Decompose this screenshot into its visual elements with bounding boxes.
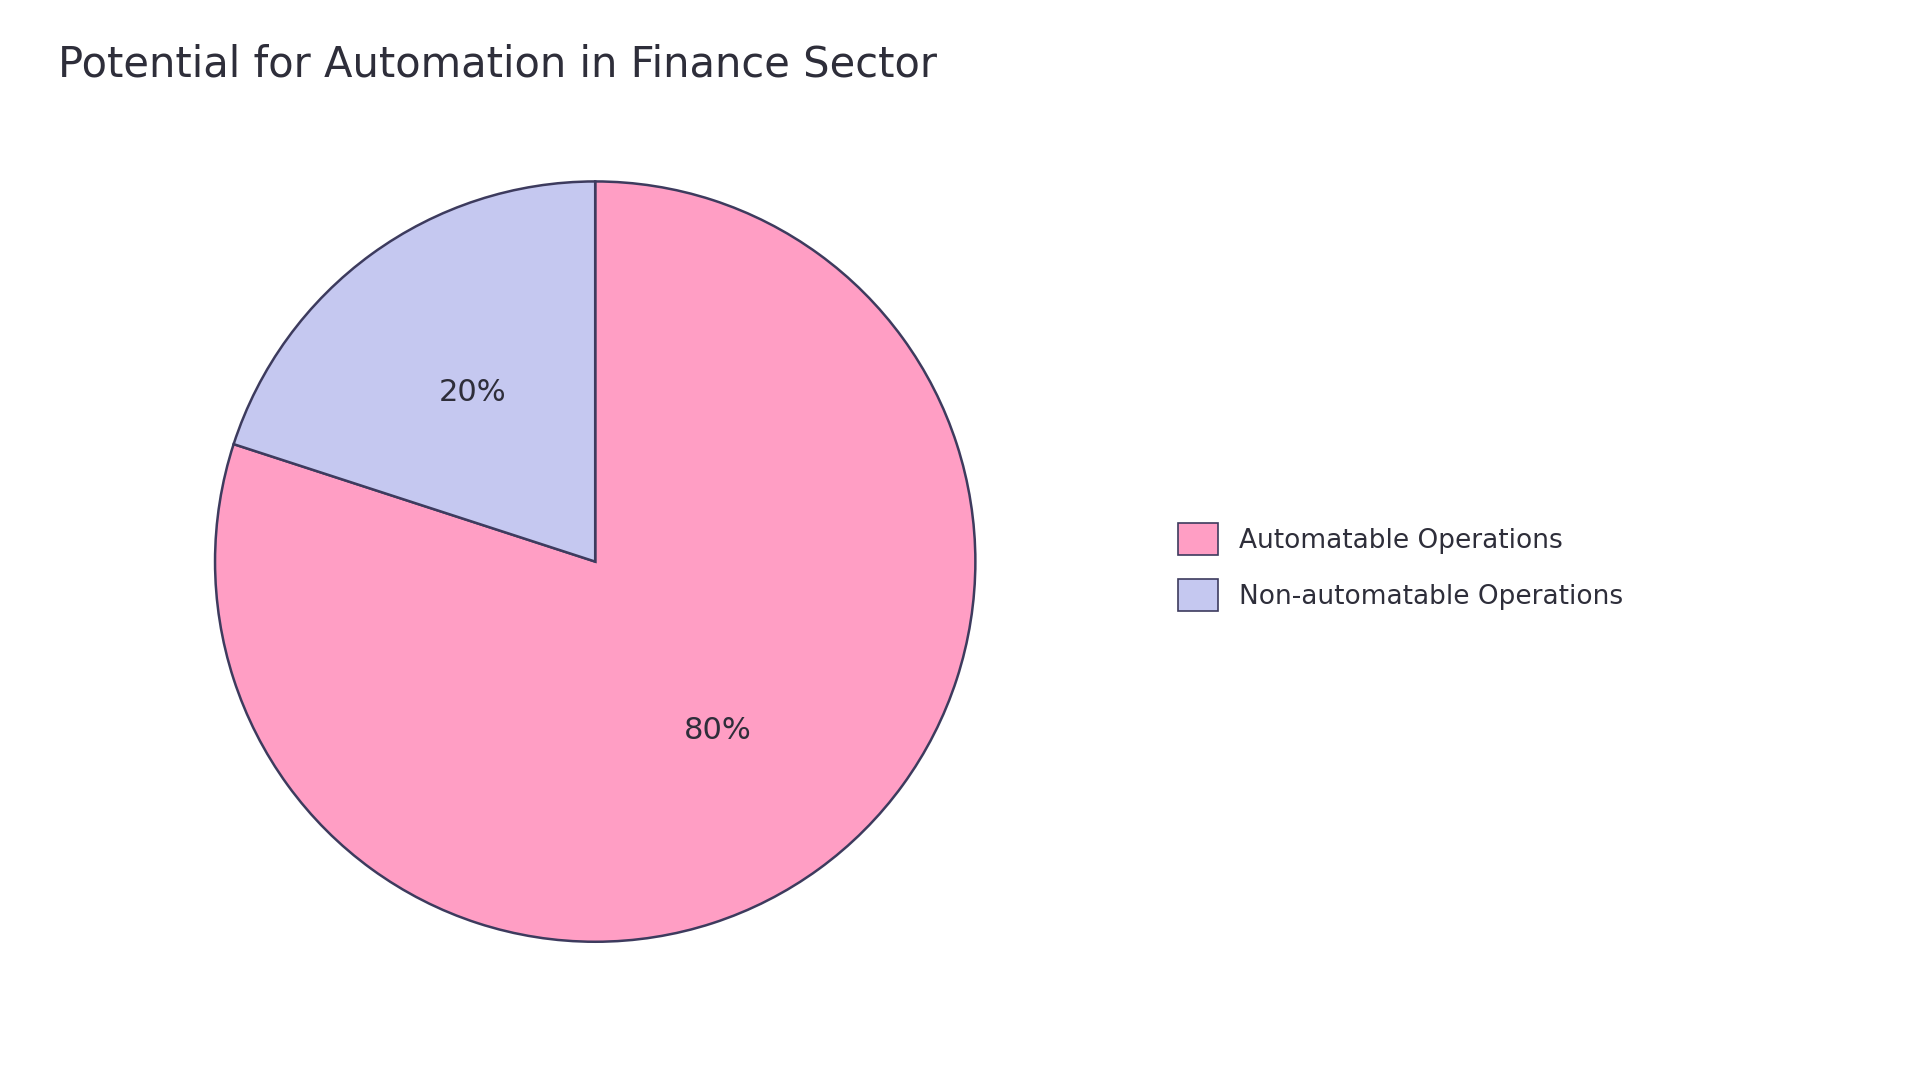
Text: 20%: 20%	[438, 378, 507, 407]
Wedge shape	[215, 181, 975, 942]
Text: 80%: 80%	[684, 716, 753, 745]
Legend: Automatable Operations, Non-automatable Operations: Automatable Operations, Non-automatable …	[1165, 510, 1636, 624]
Wedge shape	[234, 181, 595, 562]
Text: Potential for Automation in Finance Sector: Potential for Automation in Finance Sect…	[58, 43, 937, 85]
